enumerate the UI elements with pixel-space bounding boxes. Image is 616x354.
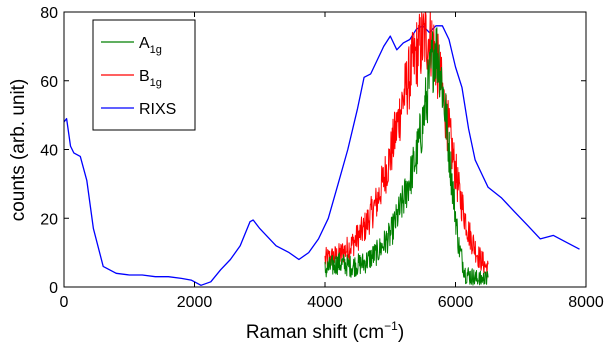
ticks-layer: 0 2000 4000 6000 8000 0 20 40 60 80 [40,5,604,311]
legend-label: B1g [139,68,162,89]
series-line-a [324,27,489,286]
x-axis-label-superscript: −1 [384,319,398,333]
y-tick-label: 60 [40,74,58,91]
legend-label: A1g [139,35,162,56]
legend-label-main: RIXS [139,101,176,118]
x-tick-label: 4000 [307,294,343,311]
y-tick-label: 0 [49,280,58,297]
legend-label: RIXS [139,101,176,118]
x-tick-label: 6000 [438,294,474,311]
legend-label-subscript: 1g [150,77,162,89]
legend-label-main: B [139,68,150,85]
y-axis-label: counts (arb. unit) [8,79,29,222]
series-line-b [324,12,489,279]
x-tick-label: 2000 [177,294,213,311]
y-tick-label: 20 [40,211,58,228]
x-axis-label-tail: ) [398,322,404,343]
legend-label-main: A [139,35,150,52]
legend-label-subscript: 1g [150,44,162,56]
series-layer [64,12,580,286]
y-tick-label: 40 [40,143,58,160]
x-axis-label: Raman shift (cm−1) [246,319,404,343]
x-tick-label: 0 [60,294,69,311]
x-axis-label-text: Raman shift (cm [246,322,384,343]
series-line-rixs [64,25,580,286]
x-tick-label: 8000 [568,294,604,311]
y-tick-label: 80 [40,5,58,22]
